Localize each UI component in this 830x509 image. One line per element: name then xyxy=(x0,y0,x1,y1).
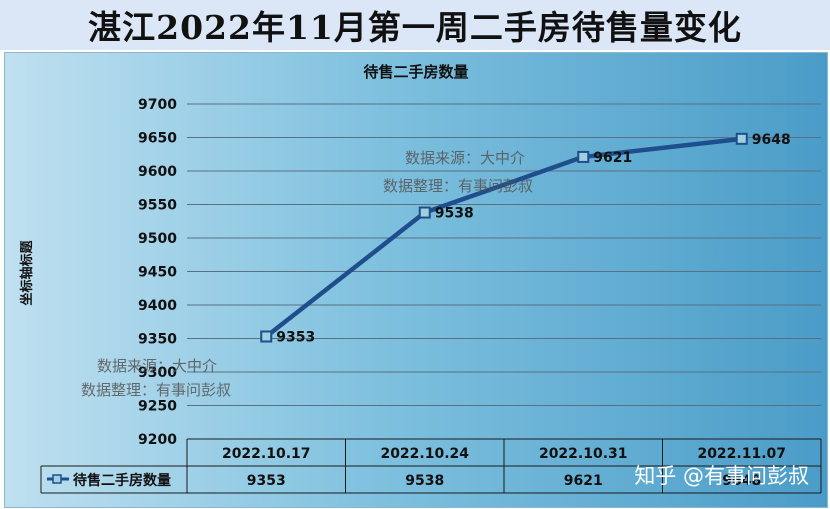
data-point-2 xyxy=(577,150,590,163)
y-tick-9550: 9550 xyxy=(138,198,177,214)
page-title: 湛江2022年11月第一周二手房待售量变化 xyxy=(88,8,742,47)
data-point-3 xyxy=(735,132,748,145)
watermark-2-line1: 数据来源：大中介 xyxy=(97,357,217,375)
data-label-3: 9648 xyxy=(752,132,791,148)
y-axis-title: 坐标轴标题 xyxy=(19,240,35,306)
data-point-1 xyxy=(418,206,431,219)
y-tick-9350: 9350 xyxy=(138,332,177,348)
chart-panel: 待售二手房数量 坐标轴标题 9200 9250 9300 9350 9400 9450 95… xyxy=(4,52,828,508)
y-tick-9450: 9450 xyxy=(138,265,177,281)
series-line-0 xyxy=(264,136,743,339)
y-tick-9650: 9650 xyxy=(138,131,177,147)
data-label-2: 9621 xyxy=(593,150,632,166)
data-label-1: 9538 xyxy=(435,206,474,222)
series-layer: 9353 9538 9621 9648 xyxy=(260,132,791,345)
y-tick-9600: 9600 xyxy=(138,164,177,180)
x-category-1: 2022.10.24 xyxy=(380,446,469,462)
y-tick-9400: 9400 xyxy=(138,298,177,314)
table-value-0: 9353 xyxy=(247,473,286,489)
y-tick-9300: 9300 xyxy=(138,365,177,381)
data-point-0 xyxy=(260,330,273,343)
watermark-1-line2: 数据整理：有事问彭叔 xyxy=(383,177,533,195)
y-tick-9200: 9200 xyxy=(138,432,177,448)
legend-series-name: 待售二手房数量 xyxy=(73,472,171,489)
y-tick-9700: 9700 xyxy=(138,97,177,113)
y-tick-labels: 9200 9250 9300 9350 9400 9450 9500 9550 9600 9650… xyxy=(138,97,177,448)
x-category-2: 2022.10.31 xyxy=(539,446,628,462)
watermark-1-line1: 数据来源：大中介 xyxy=(405,149,525,167)
credit-text: 知乎 @有事问彭叔 xyxy=(634,464,809,488)
x-category-0: 2022.10.17 xyxy=(222,446,311,462)
data-label-0: 9353 xyxy=(276,329,315,345)
legend-marker xyxy=(52,474,62,484)
watermark-2: 数据来源：大中介 数据整理：有事问彭叔 xyxy=(81,357,231,399)
title-bar: 湛江2022年11月第一周二手房待售量变化 xyxy=(0,0,830,50)
y-tick-9250: 9250 xyxy=(138,399,177,415)
watermark-1: 数据来源：大中介 数据整理：有事问彭叔 xyxy=(383,149,533,195)
data-table: 2022.10.17 2022.10.24 2022.10.31 2022.11.07… xyxy=(40,438,822,494)
table-value-3: 9648 xyxy=(722,473,761,489)
watermark-2-line2: 数据整理：有事问彭叔 xyxy=(81,381,231,399)
x-category-3: 2022.11.07 xyxy=(697,446,786,462)
chart-title: 待售二手房数量 xyxy=(363,63,468,81)
table-value-1: 9538 xyxy=(405,473,444,489)
gridlines xyxy=(187,103,821,440)
y-tick-9500: 9500 xyxy=(138,231,177,247)
line-chart: 待售二手房数量 坐标轴标题 9200 9250 9300 9350 9400 9450 95… xyxy=(19,63,822,494)
table-value-2: 9621 xyxy=(564,473,603,489)
